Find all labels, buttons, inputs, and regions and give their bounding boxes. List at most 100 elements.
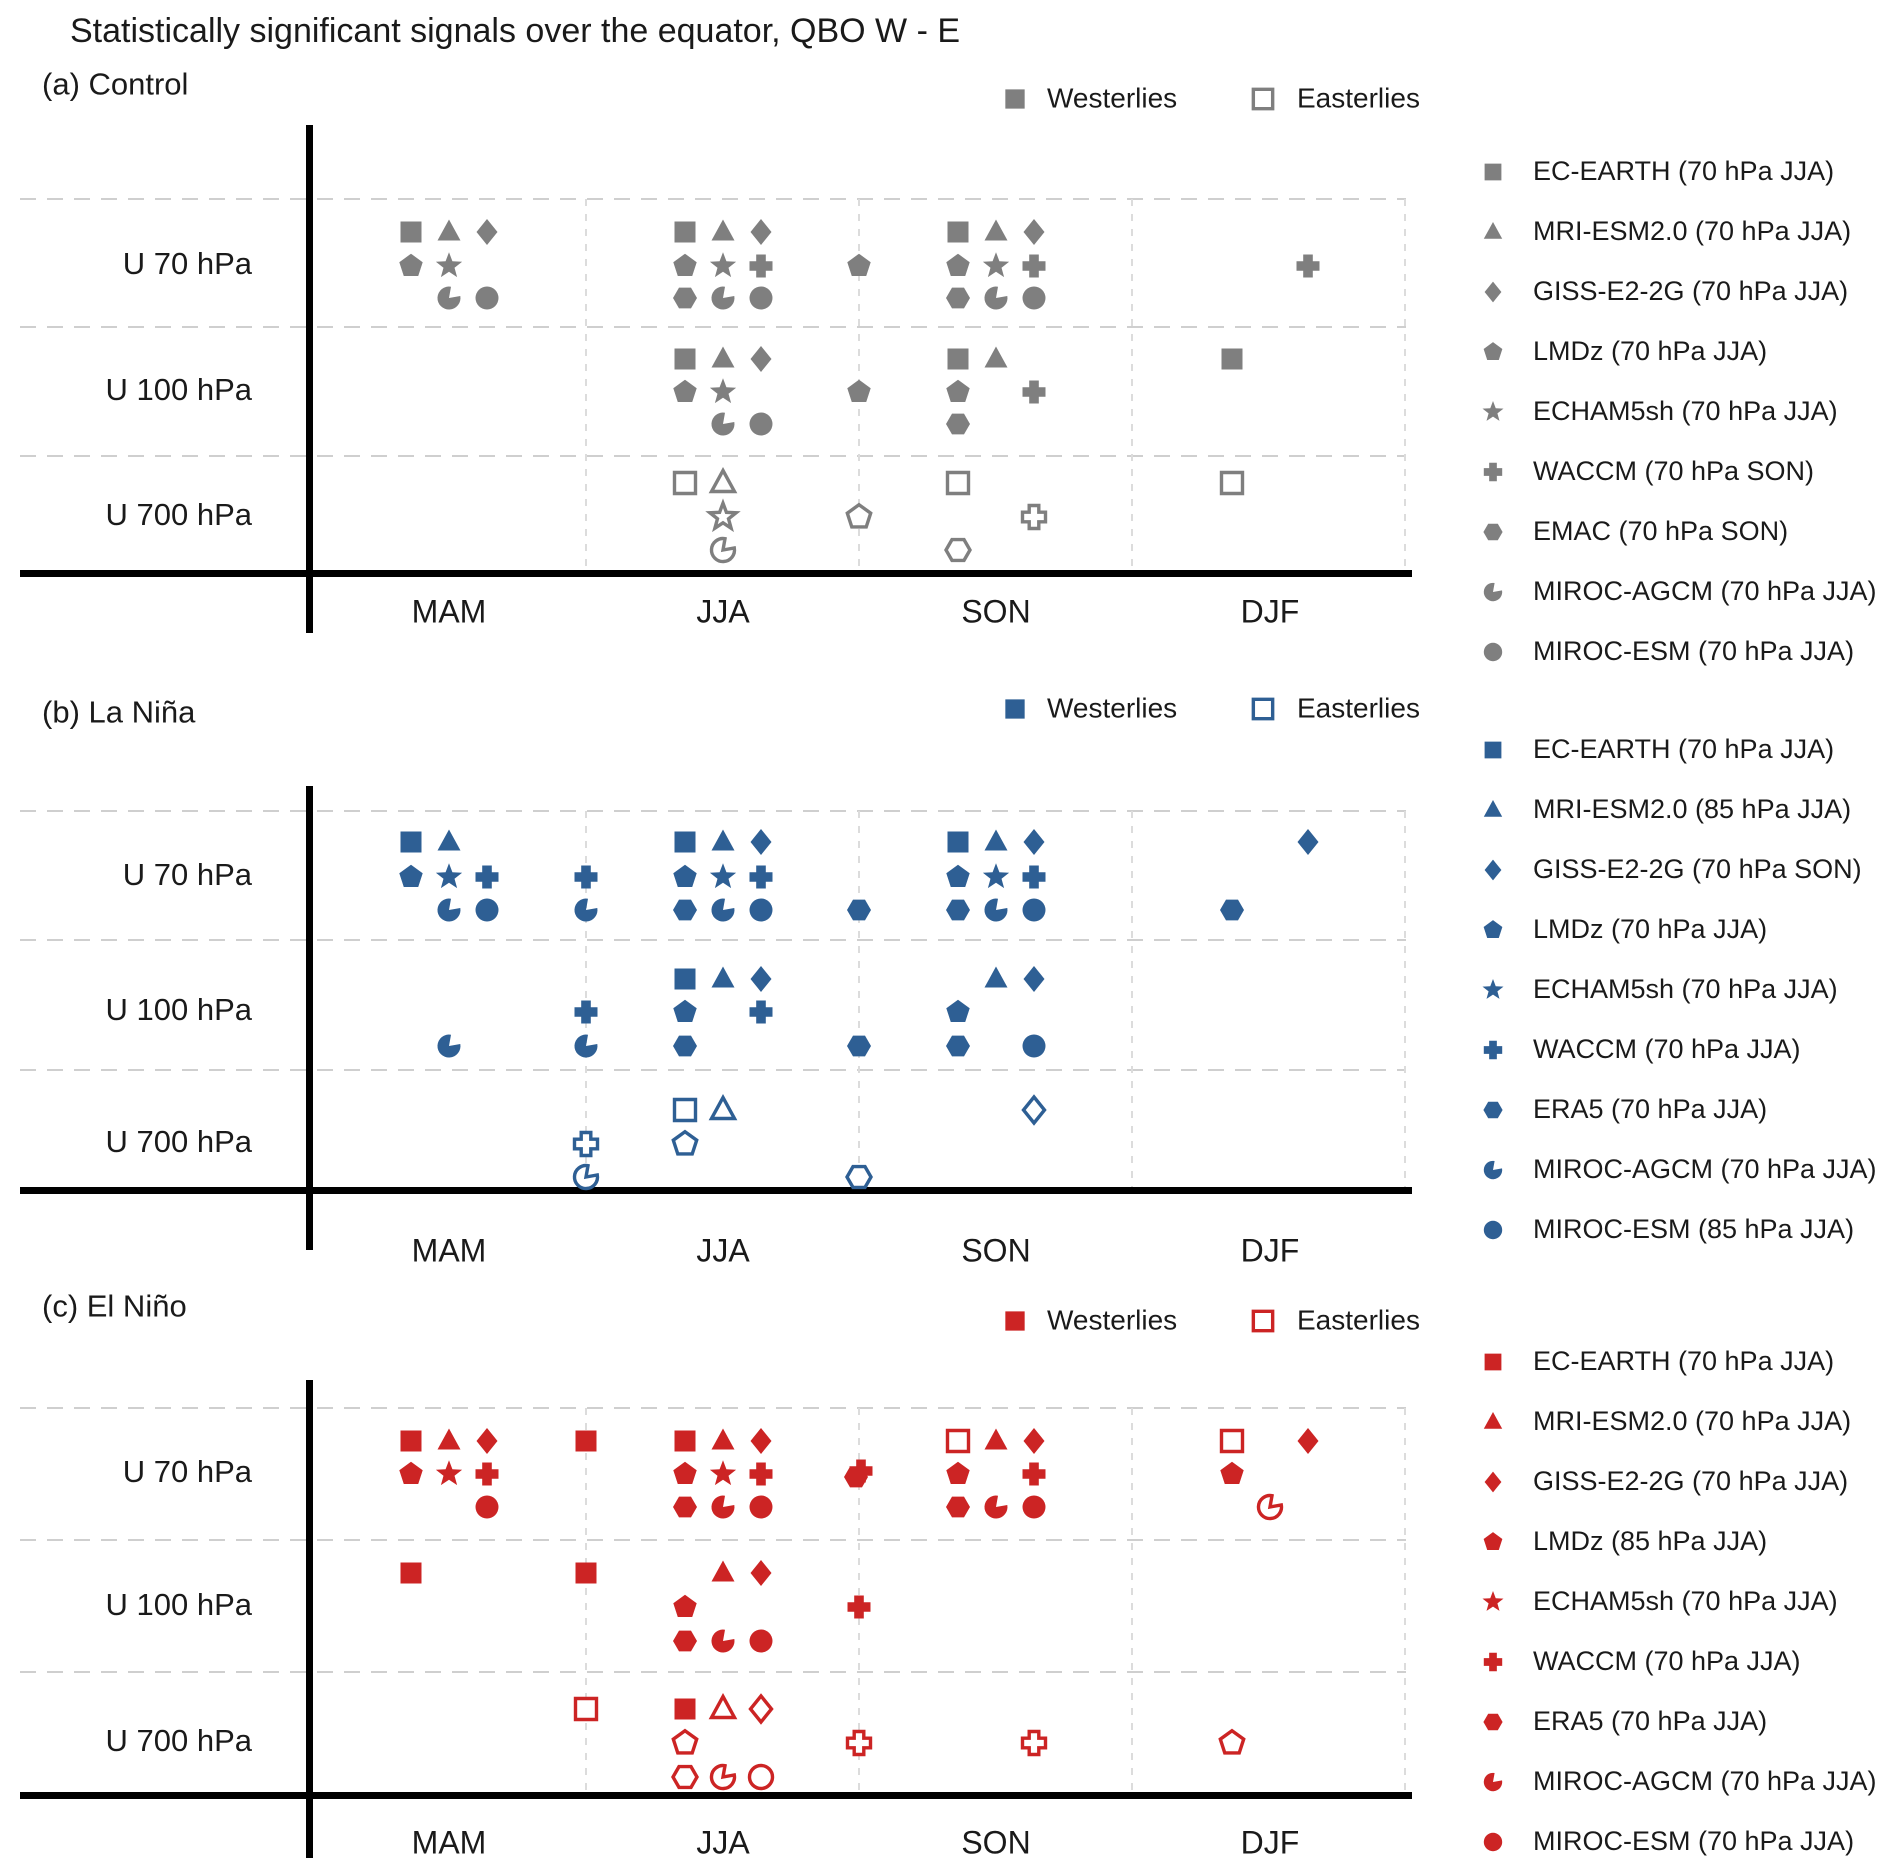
marker-a-pent-34-westerly: [847, 379, 871, 402]
marker-a-star-4-westerly: [435, 252, 463, 278]
legend-a-item-7: MIROC-AGCM (70 hPa JJA): [1533, 575, 1877, 606]
legend-c-item-6: ERA5 (70 hPa JJA): [1533, 1705, 1768, 1736]
row-label-c-2: U 700 hPa: [105, 1723, 253, 1759]
marker-c-pent-11-westerly: [673, 1461, 697, 1484]
marker-b-hex-39-westerly: [847, 1035, 871, 1057]
row-label-c-0: U 70 hPa: [122, 1454, 252, 1490]
legend-b-pac-icon: [1483, 1160, 1503, 1180]
legend-c-item-2: GISS-E2-2G (70 hPa JJA): [1533, 1465, 1849, 1496]
marker-b-sq-0-westerly: [400, 831, 422, 853]
marker-b-hex-25-westerly: [946, 899, 970, 921]
season-label-a-JJA: JJA: [696, 593, 750, 630]
marker-b-hex-18-westerly: [847, 899, 871, 921]
legend-b-item-6: ERA5 (70 hPa JJA): [1533, 1093, 1768, 1124]
y-axis-b: [306, 786, 313, 1250]
marker-b-hex-50-easterly: [845, 1164, 873, 1190]
marker-b-sq-47-easterly: [672, 1097, 698, 1123]
marker-a-sq-27-westerly: [674, 348, 696, 370]
season-label-c-SON: SON: [961, 1824, 1031, 1861]
wlegend-a-westerlies-icon: [1005, 89, 1025, 109]
marker-a-pac-32-westerly: [711, 412, 735, 436]
panel-b-title: (b) La Niña: [42, 694, 196, 730]
legend-a-item-5: WACCM (70 hPa SON): [1533, 455, 1815, 486]
legend-a-star-icon: [1482, 400, 1504, 421]
legend-c-cir-icon: [1483, 1832, 1503, 1852]
marker-b-tri-48-easterly: [708, 1093, 738, 1121]
legend-b-item-3: LMDz (70 hPa JJA): [1533, 913, 1768, 944]
marker-b-cir-27-westerly: [1022, 898, 1046, 922]
marker-a-pac-44-easterly: [709, 536, 737, 564]
wlegend-a-easterlies-icon: [1251, 87, 1275, 111]
legend-a-pent-icon: [1483, 342, 1503, 360]
marker-b-pent-42-westerly: [946, 999, 970, 1022]
legend-c-plus-icon: [1483, 1652, 1503, 1672]
legend-c-tri-icon: [1483, 1412, 1503, 1429]
season-label-b-JJA: JJA: [696, 1232, 750, 1269]
legend-a-di-icon: [1484, 281, 1502, 303]
legend-c-item-3: LMDz (85 hPa JJA): [1533, 1525, 1768, 1556]
marker-b-plus-7-westerly: [574, 865, 598, 889]
season-label-b-SON: SON: [961, 1232, 1031, 1269]
row-label-a-0: U 70 hPa: [122, 246, 252, 282]
legend-c-item-5: WACCM (70 hPa JJA): [1533, 1645, 1801, 1676]
marker-b-pac-32-westerly: [574, 1034, 598, 1058]
marker-c-sq-19-easterly: [945, 1428, 971, 1454]
marker-b-cir-44-westerly: [1022, 1034, 1046, 1058]
legend-b-item-7: MIROC-AGCM (70 hPa JJA): [1533, 1153, 1877, 1184]
marker-a-plus-47-easterly: [1020, 503, 1048, 531]
legend-a-cir-icon: [1483, 642, 1503, 662]
marker-b-pent-49-easterly: [671, 1129, 699, 1156]
wlegend-a-westerlies-label: Westerlies: [1047, 82, 1178, 114]
marker-c-di-28-westerly: [1297, 1428, 1319, 1454]
marker-c-pac-15-westerly: [711, 1495, 735, 1519]
legend-c-pac-icon: [1483, 1772, 1503, 1792]
marker-c-sq-8-westerly: [674, 1430, 696, 1452]
legend-c-item-8: MIROC-ESM (70 hPa JJA): [1533, 1825, 1855, 1856]
marker-a-cir-33-westerly: [749, 412, 773, 436]
legend-c-item-7: MIROC-AGCM (70 hPa JJA): [1533, 1765, 1877, 1796]
legend-b-di-icon: [1484, 859, 1502, 881]
wlegend-b-westerlies-label: Westerlies: [1047, 692, 1178, 724]
marker-c-di-10-westerly: [750, 1428, 772, 1454]
legend-a-sq-icon: [1484, 163, 1502, 181]
marker-a-pac-5-westerly: [437, 286, 461, 310]
row-label-b-2: U 700 hPa: [105, 1124, 253, 1160]
marker-b-di-11-westerly: [750, 829, 772, 855]
marker-c-plus-39-westerly: [847, 1595, 871, 1619]
marker-a-tri-36-westerly: [984, 346, 1008, 368]
marker-a-sq-40-westerly: [1221, 348, 1243, 370]
legend-a-item-1: MRI-ESM2.0 (70 hPa JJA): [1533, 215, 1852, 246]
marker-b-tri-20-westerly: [984, 829, 1008, 851]
wlegend-c-easterlies-icon: [1251, 1309, 1275, 1333]
marker-c-di-34-westerly: [750, 1560, 772, 1586]
legend-b-item-5: WACCM (70 hPa JJA): [1533, 1033, 1801, 1064]
marker-b-tri-40-westerly: [984, 966, 1008, 988]
marker-a-di-19-westerly: [1023, 219, 1045, 245]
row-label-c-1: U 100 hPa: [105, 1587, 253, 1623]
marker-b-di-28-westerly: [1297, 829, 1319, 855]
marker-b-plus-4-westerly: [475, 865, 499, 889]
marker-b-hex-43-westerly: [946, 1035, 970, 1057]
marker-b-pac-30-westerly: [437, 1034, 461, 1058]
wlegend-a-easterlies-label: Easterlies: [1297, 82, 1420, 114]
marker-b-tri-34-westerly: [711, 966, 735, 988]
legend-c-item-1: MRI-ESM2.0 (70 hPa JJA): [1533, 1405, 1852, 1436]
marker-c-pac-37-westerly: [711, 1629, 735, 1653]
marker-a-sq-46-easterly: [945, 470, 971, 496]
wlegend-b-westerlies-icon: [1005, 699, 1025, 719]
marker-b-tri-1-westerly: [437, 829, 461, 851]
marker-b-plus-14-westerly: [749, 865, 773, 889]
marker-c-sq-27-easterly: [1219, 1428, 1245, 1454]
legend-c-hex-icon: [1483, 1713, 1503, 1731]
marker-b-sq-19-westerly: [947, 831, 969, 853]
marker-c-sq-40-easterly: [573, 1696, 599, 1722]
row-label-b-1: U 100 hPa: [105, 992, 253, 1028]
marker-c-plus-18-westerly: [849, 1459, 873, 1483]
legend-b-item-2: GISS-E2-2G (70 hPa SON): [1533, 853, 1862, 884]
x-axis-a: [20, 570, 1412, 577]
marker-c-pent-44-easterly: [671, 1728, 699, 1755]
season-label-c-MAM: MAM: [411, 1824, 487, 1861]
marker-a-sq-41-easterly: [672, 470, 698, 496]
legend-a-plus-icon: [1483, 462, 1503, 482]
marker-b-di-41-westerly: [1023, 966, 1045, 992]
